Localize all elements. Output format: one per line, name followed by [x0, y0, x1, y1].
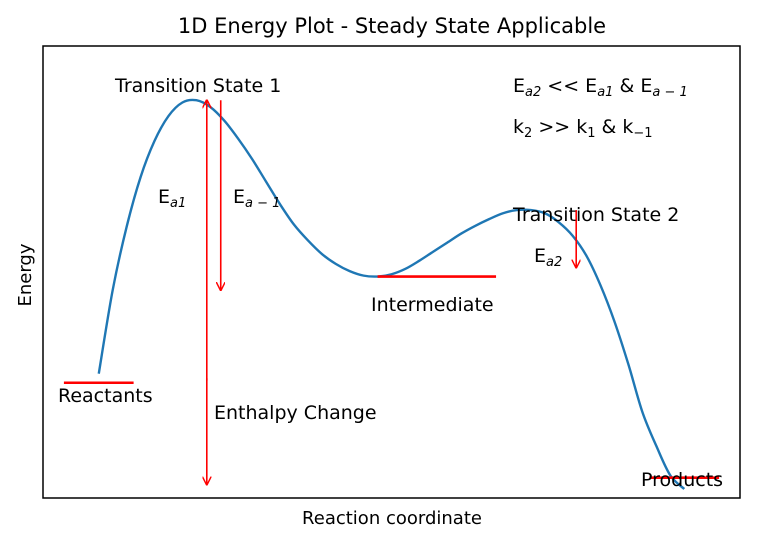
ea2-label: Ea2 [534, 245, 562, 270]
ea2-sub: a2 [546, 255, 562, 270]
intermediate-label: Intermediate [371, 294, 494, 316]
relation-2-part-5: −1 [633, 126, 652, 141]
ea1-sub: a1 [170, 196, 186, 211]
ea1-main: E [158, 186, 170, 208]
ts1-label: Transition State 1 [114, 75, 281, 97]
ts2-label: Transition State 2 [512, 204, 679, 226]
ea-minus1-main: E [233, 186, 245, 208]
relation-1-part-4: & E [613, 75, 652, 97]
ea1-label: Ea1 [158, 186, 186, 211]
reactants-label: Reactants [58, 385, 153, 407]
energy-curve [97, 98, 686, 490]
relation-1-part-3: a1 [597, 85, 613, 100]
products-label: Products [641, 469, 723, 491]
relation-1-text: Ea2 << Ea1 & Ea − 1 [513, 75, 688, 100]
relation-2-part-2: >> k [532, 116, 587, 138]
relation-2-part-0: k [513, 116, 524, 138]
enthalpy-label: Enthalpy Change [214, 402, 377, 424]
ea-minus1-sub: a − 1 [245, 196, 280, 211]
chart-title: 1D Energy Plot - Steady State Applicable [178, 14, 606, 38]
relation-1-part-0: E [513, 75, 525, 97]
relation-1-part-5: a − 1 [652, 85, 687, 100]
relation-1-part-1: a2 [525, 85, 541, 100]
plot-area [63, 98, 720, 490]
relation-2-text: k2 >> k1 & k−1 [513, 116, 653, 141]
x-axis-label: Reaction coordinate [302, 508, 482, 529]
relation-2-part-3: 1 [587, 126, 595, 141]
relation-2-part-1: 2 [524, 126, 532, 141]
ea-minus1-label: Ea − 1 [233, 186, 280, 211]
relation-1-part-2: << E [541, 75, 597, 97]
ea2-main: E [534, 245, 546, 267]
y-axis-label: Energy [15, 243, 36, 306]
plot-frame [42, 45, 741, 499]
relation-2-part-4: & k [596, 116, 634, 138]
